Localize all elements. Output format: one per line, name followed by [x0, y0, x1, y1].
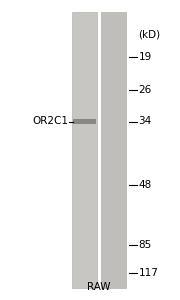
Text: OR2C1: OR2C1: [32, 116, 68, 127]
Text: 85: 85: [139, 239, 152, 250]
Text: 19: 19: [139, 52, 152, 62]
Bar: [73, 119, 96, 124]
Text: 26: 26: [139, 85, 152, 95]
Text: 48: 48: [139, 179, 152, 190]
Text: 117: 117: [139, 268, 158, 278]
Bar: [101, 12, 126, 288]
Text: 34: 34: [139, 116, 152, 127]
Text: (kD): (kD): [139, 29, 161, 40]
Bar: [72, 12, 97, 288]
Text: RAW: RAW: [87, 283, 111, 292]
